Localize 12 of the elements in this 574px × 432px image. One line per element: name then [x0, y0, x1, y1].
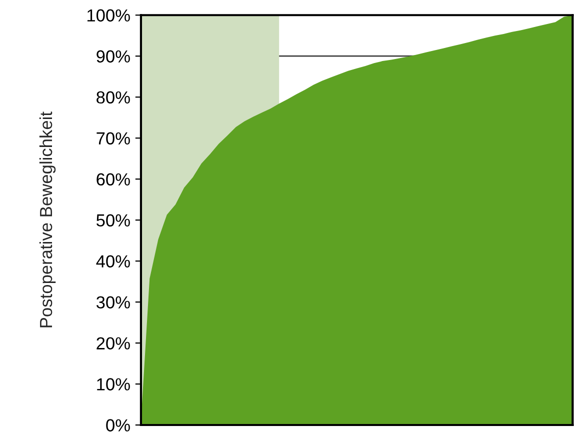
- y-tick-label: 90%: [96, 50, 130, 63]
- y-tick-label: 40%: [96, 255, 130, 268]
- y-tick-label: 100%: [87, 9, 130, 22]
- y-tick-label: 20%: [96, 337, 130, 350]
- y-tick-label: 10%: [97, 378, 130, 390]
- y-tick-label: 0%: [106, 419, 130, 432]
- y-tick-label: 70%: [96, 132, 130, 145]
- y-tick-label: 50%: [96, 214, 130, 227]
- y-tick-label: 30%: [96, 296, 130, 308]
- y-tick-label: 80%: [96, 91, 130, 104]
- y-axis-title: Postoperative Beweglichkeit: [39, 112, 56, 328]
- y-tick-label: 60%: [96, 173, 130, 186]
